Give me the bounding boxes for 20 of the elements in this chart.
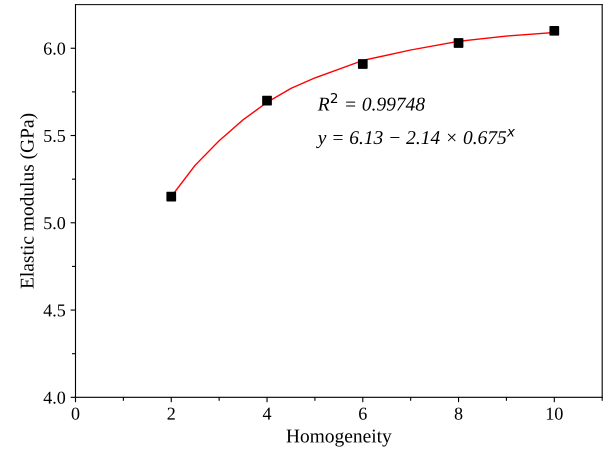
- x-tick-label: 0: [72, 408, 80, 420]
- point: [262, 96, 272, 106]
- y-tick-label: 6.0: [44, 42, 66, 55]
- point: [166, 192, 176, 202]
- y-axis-title: Elastic modulus (GPa): [20, 114, 38, 288]
- point: [549, 26, 560, 36]
- annotation: y = 6.13 − 2.14 × 0.675$^{x}$: [316, 129, 516, 148]
- x-tick-label: 8: [454, 408, 462, 420]
- y-tick-label: 4.0: [44, 392, 66, 404]
- point: [358, 59, 368, 69]
- point: [454, 38, 464, 48]
- x-axis-title: Homogeneity: [286, 430, 392, 447]
- annotation: R$^{2}$ = 0.99748: [318, 92, 425, 111]
- x-tick-label: 6: [359, 408, 367, 420]
- y-tick-label: 5.5: [44, 130, 66, 142]
- y-tick-label: 5.0: [44, 217, 66, 230]
- x-tick-label: 4: [262, 408, 272, 420]
- x-tick-label: 10: [546, 408, 563, 420]
- y-tick-label: 4.5: [44, 304, 66, 317]
- x-tick-label: 2: [168, 408, 175, 420]
